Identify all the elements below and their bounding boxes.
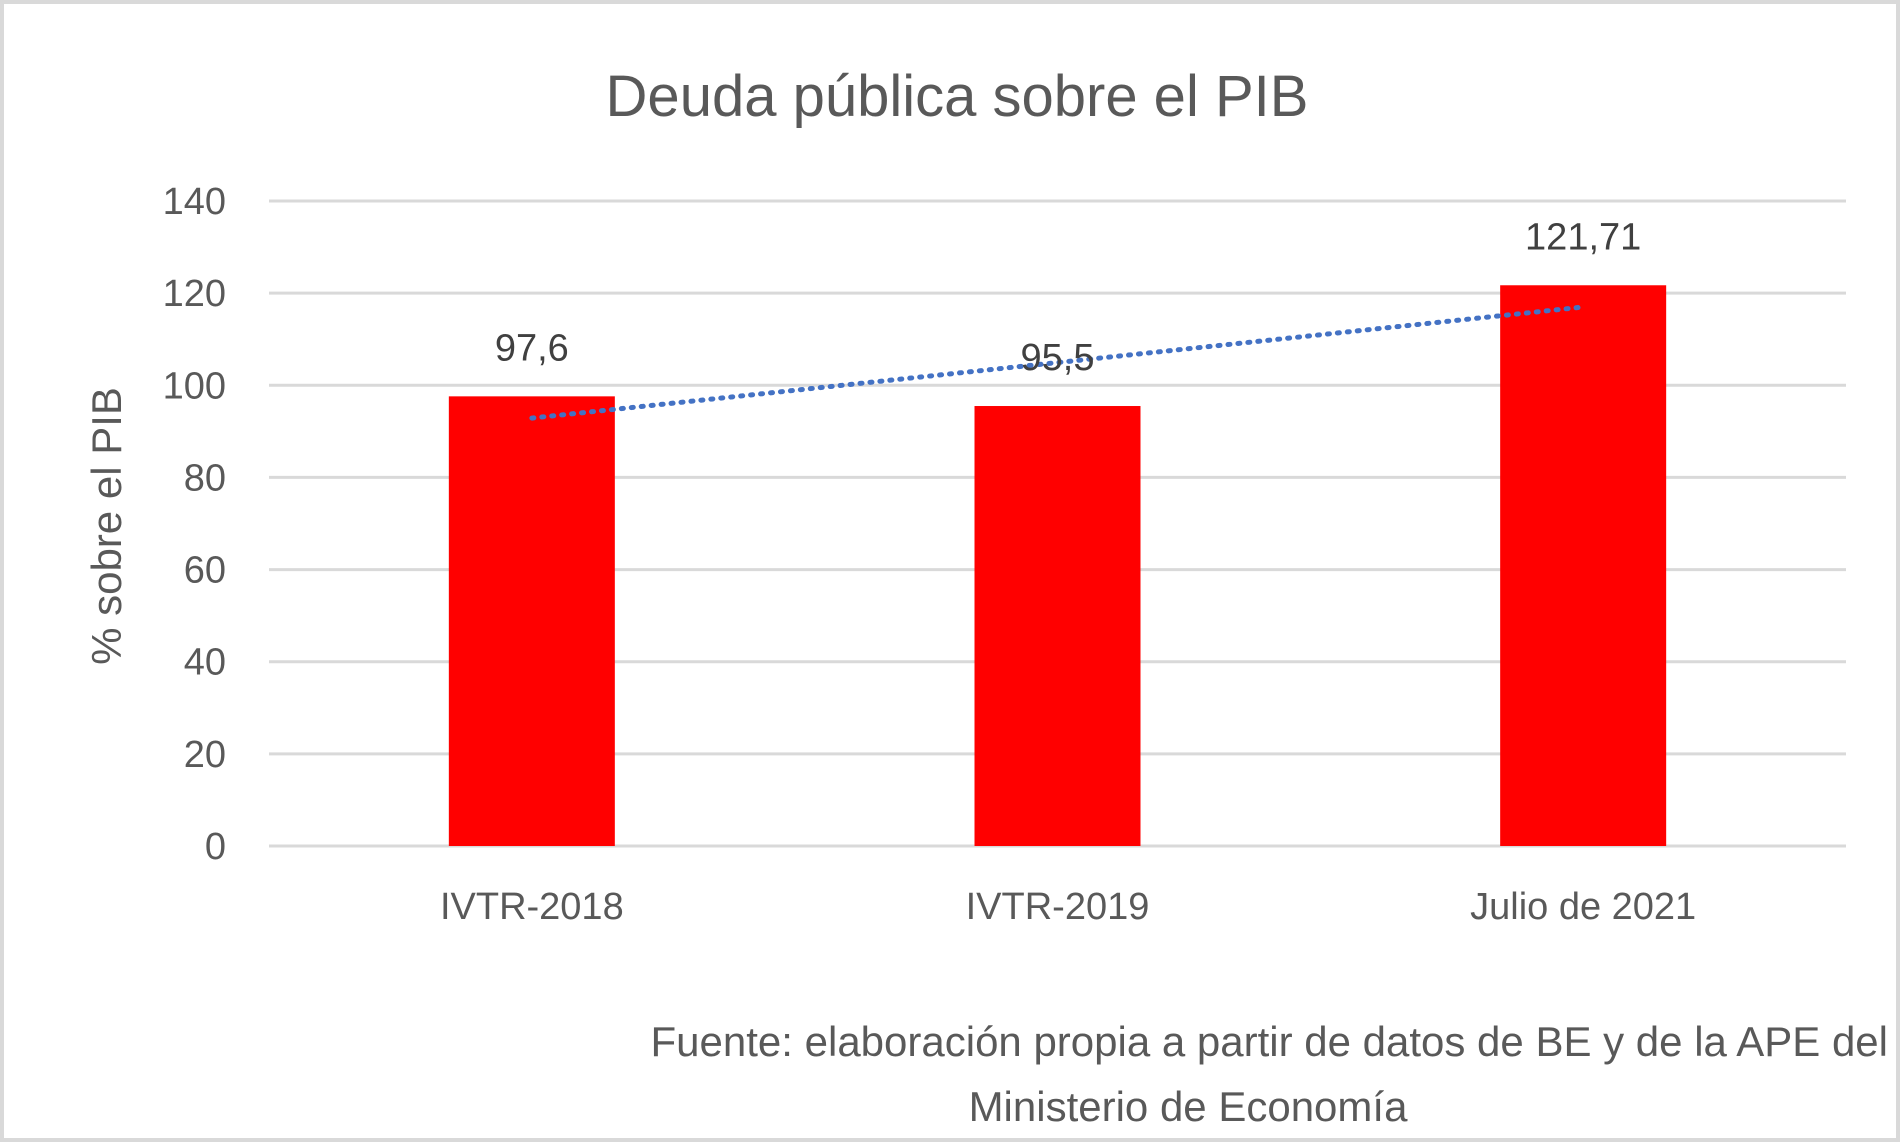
x-tick-label: Julio de 2021 [1470, 886, 1696, 928]
y-tick-label: 140 [163, 181, 226, 223]
data-labels: 97,6 95,5 121,71 [495, 216, 1641, 379]
y-tick-label: 120 [163, 273, 226, 315]
chart-title: Deuda pública sobre el PIB [606, 64, 1309, 129]
bar [448, 396, 615, 846]
data-label: 97,6 [495, 327, 569, 369]
y-tick-label: 0 [205, 826, 226, 868]
y-tick-label: 40 [184, 642, 226, 684]
y-axis-label: % sobre el PIB [83, 387, 130, 665]
x-tick-label: IVTR-2019 [966, 886, 1150, 928]
bars [448, 285, 1667, 846]
x-tick-label: IVTR-2018 [440, 886, 624, 928]
trendline-path [529, 304, 1586, 421]
x-axis-ticks: IVTR-2018 IVTR-2019 Julio de 2021 [440, 886, 1696, 928]
bar [974, 406, 1141, 846]
data-label: 95,5 [1021, 337, 1095, 379]
data-label: 121,71 [1525, 216, 1641, 258]
y-tick-label: 100 [163, 365, 226, 407]
y-tick-label: 20 [184, 734, 226, 776]
bar-chart: Deuda pública sobre el PIB 0 20 40 60 80 100 1… [83, 64, 1888, 1130]
source-note-line1: Fuente: elaboración propia a partir de d… [651, 1018, 1888, 1065]
trendline [529, 304, 1586, 421]
y-axis-ticks: 0 20 40 60 80 100 120 140 [163, 181, 226, 868]
bar [1500, 285, 1667, 846]
y-tick-label: 60 [184, 550, 226, 592]
source-note-line2: Ministerio de Economía [969, 1083, 1409, 1130]
y-tick-label: 80 [184, 457, 226, 499]
